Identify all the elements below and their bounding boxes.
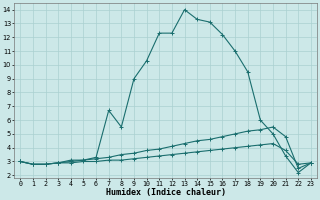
X-axis label: Humidex (Indice chaleur): Humidex (Indice chaleur)	[106, 188, 226, 197]
